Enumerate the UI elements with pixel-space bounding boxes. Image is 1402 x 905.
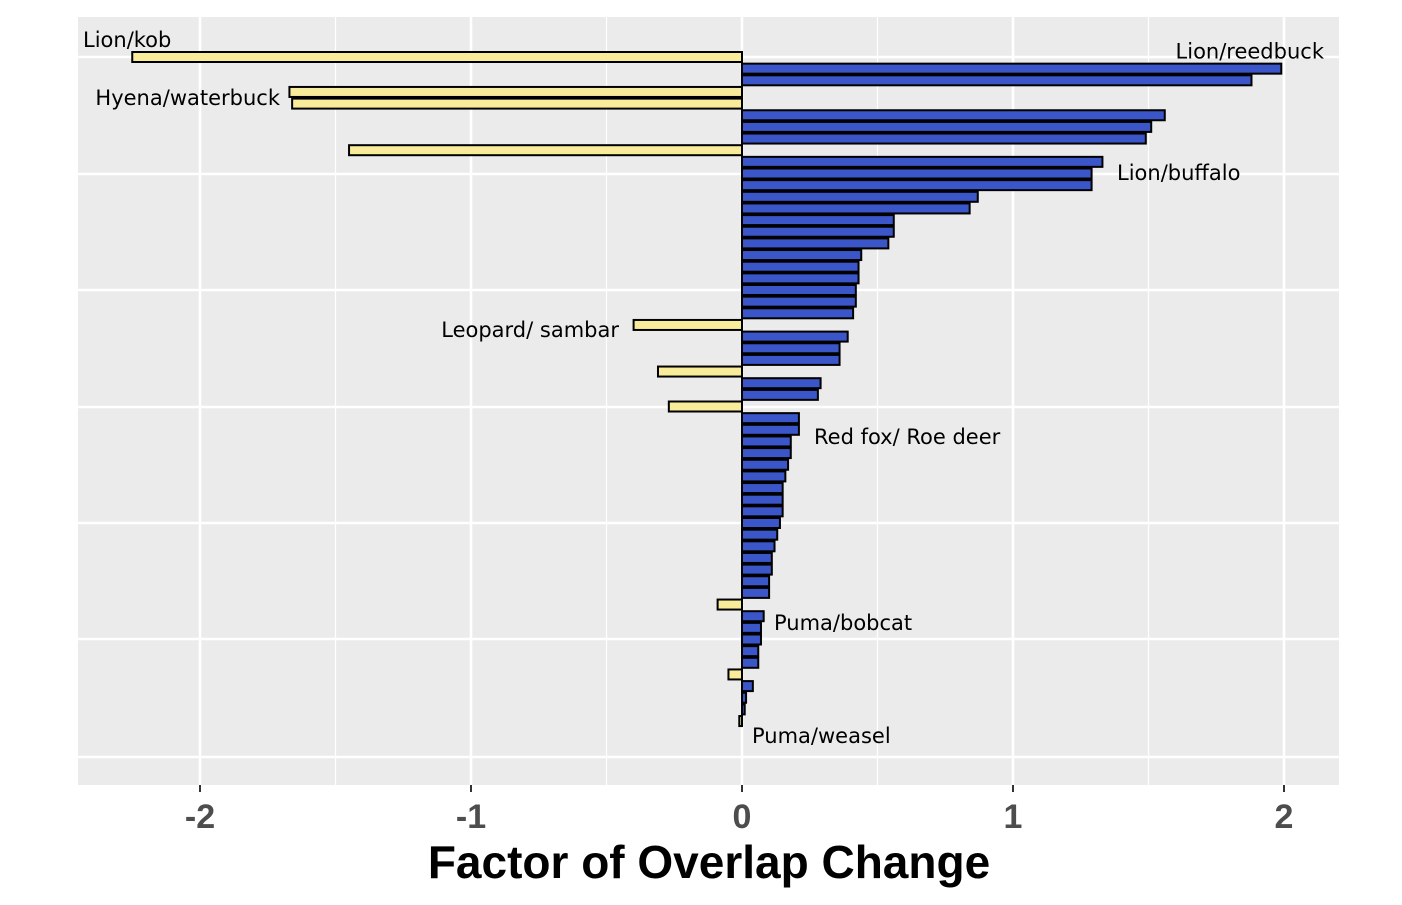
bar-positive: [741, 353, 841, 366]
bar-positive: [741, 435, 792, 448]
bar-positive: [741, 74, 1253, 87]
bar-positive: [741, 517, 781, 529]
bar-negative: [291, 97, 743, 110]
bar-positive: [741, 575, 771, 588]
bar-positive: [741, 656, 760, 669]
bar-positive: [741, 691, 748, 704]
bar-positive: [741, 167, 1093, 180]
bar-positive: [741, 272, 860, 285]
bar-negative: [738, 715, 743, 728]
bar-positive: [741, 120, 1153, 133]
bar-positive: [741, 528, 779, 541]
bar-annotation: Red fox/ Roe deer: [814, 425, 1001, 449]
bar-positive: [741, 551, 773, 564]
bar-positive: [741, 505, 784, 518]
bar-positive: [741, 202, 971, 215]
bar-positive: [741, 563, 773, 576]
bar-annotation: Lion/reedbuck: [1176, 40, 1325, 64]
bar-positive: [741, 179, 1093, 192]
bar-positive: [741, 493, 784, 506]
bar-positive: [741, 330, 849, 343]
x-axis-title: Factor of Overlap Change: [428, 836, 990, 888]
bar-positive: [741, 482, 784, 495]
bar-positive: [741, 284, 857, 296]
bar-positive: [741, 237, 890, 250]
bar-positive: [741, 307, 855, 320]
x-tick-label: 2: [1275, 798, 1294, 836]
bar-negative: [656, 365, 743, 378]
bar-positive: [741, 680, 754, 693]
x-tick-label: -2: [185, 798, 215, 836]
bar-positive: [741, 412, 800, 425]
x-tick-label: -1: [456, 798, 486, 836]
x-tick-label: 1: [1004, 798, 1023, 836]
bar-negative: [131, 51, 743, 63]
annotations: Lion/kob Lion/reedbuck Hyena/waterbuck Lion…: [83, 28, 1325, 748]
bar-negative: [348, 144, 743, 157]
x-axis-ticks: -2 -1 0 1 2: [185, 785, 1294, 836]
bar-positive: [741, 610, 765, 623]
bar-negative: [716, 598, 743, 611]
bar-annotation: Hyena/waterbuck: [95, 86, 280, 110]
bar-positive: [741, 225, 895, 238]
bar-positive: [741, 62, 1283, 75]
bar-positive: [741, 633, 762, 646]
bar-positive: [741, 447, 792, 460]
bar-positive: [741, 645, 760, 658]
bar-annotation: Leopard/ sambar: [441, 318, 619, 342]
bars: [131, 51, 1283, 728]
bar-positive: [741, 458, 790, 471]
bar-positive: [741, 155, 1104, 168]
bar-annotation: Lion/buffalo: [1117, 161, 1240, 185]
bar-positive: [741, 342, 841, 355]
bar-annotation: Puma/bobcat: [774, 611, 912, 635]
bar-positive: [741, 388, 819, 401]
bar-positive: [741, 190, 979, 203]
bar-positive: [741, 470, 787, 483]
bar-positive: [741, 214, 895, 227]
bar-annotation: Lion/kob: [83, 28, 171, 52]
bar-positive: [741, 621, 762, 634]
bar-positive: [741, 423, 800, 436]
bar-positive: [741, 703, 746, 716]
bar-positive: [741, 260, 860, 273]
bar-positive: [741, 586, 771, 599]
bar-positive: [741, 295, 857, 308]
bar-positive: [741, 377, 822, 390]
bar-positive: [741, 540, 776, 553]
bar-negative: [632, 318, 743, 331]
bar-positive: [741, 109, 1166, 122]
x-tick-label: 0: [733, 798, 752, 836]
bar-negative: [727, 668, 744, 681]
bar-positive: [741, 132, 1147, 145]
bar-annotation: Puma/weasel: [752, 724, 891, 748]
bar-negative: [667, 400, 744, 413]
bar-negative: [288, 85, 743, 98]
bar-positive: [741, 249, 863, 262]
